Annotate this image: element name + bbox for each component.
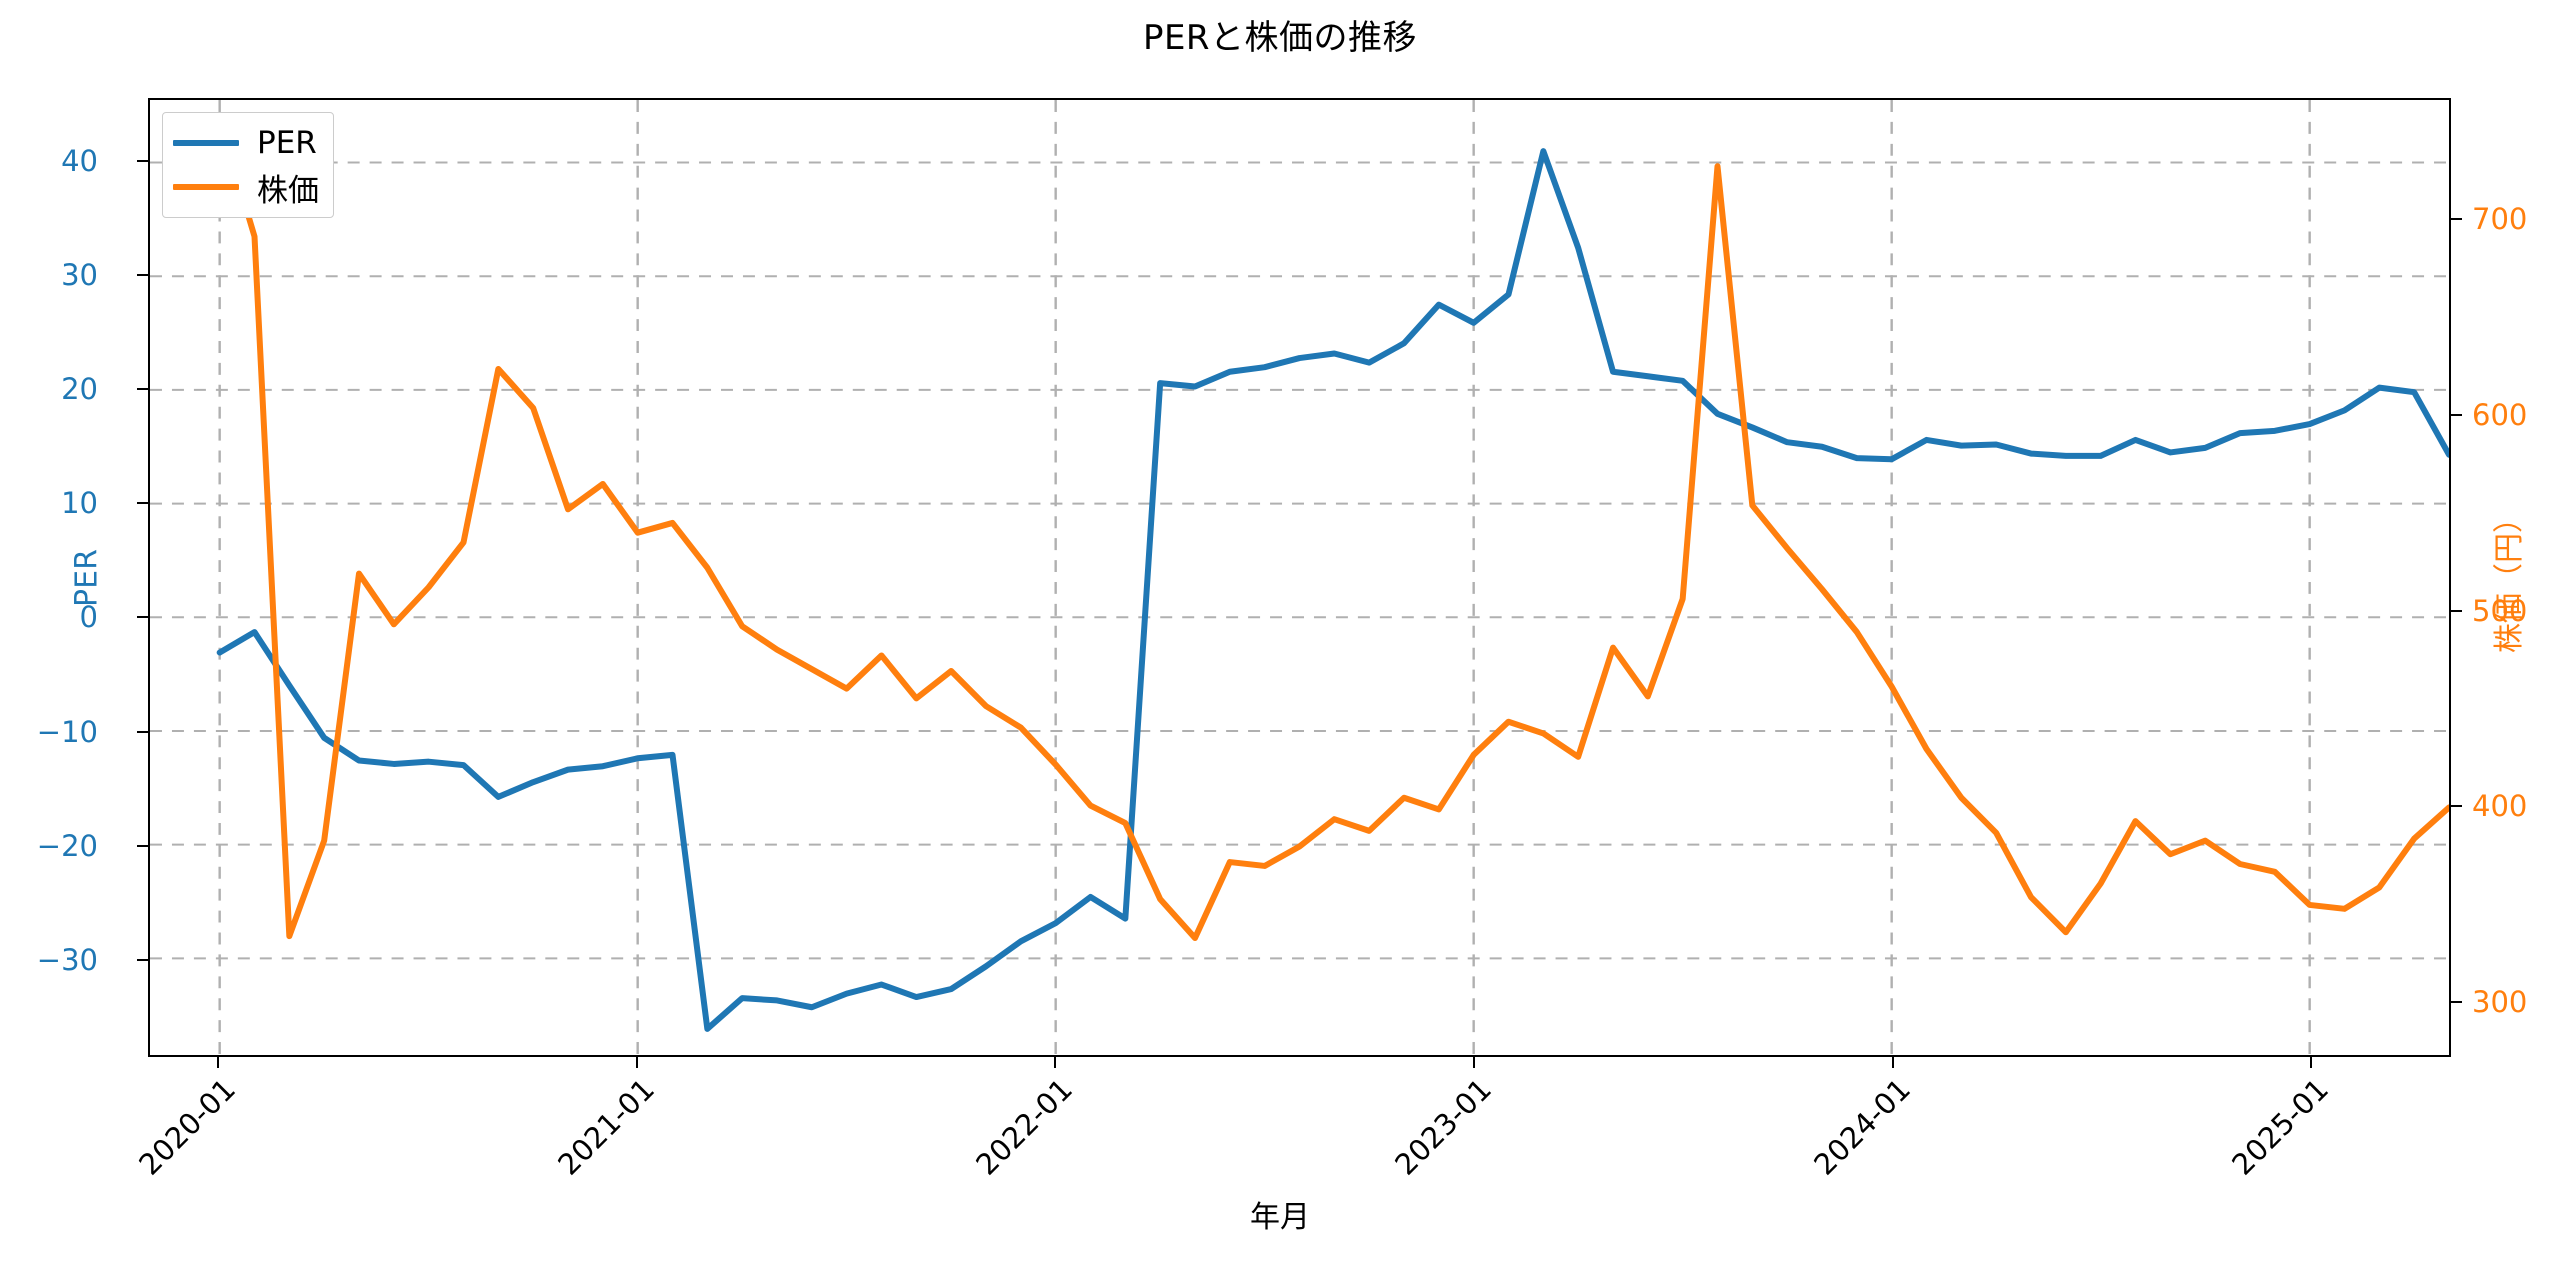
y-axis-tick-label-right: 700 — [2472, 202, 2528, 237]
y-axis-tick-label-right: 500 — [2472, 593, 2528, 628]
series-line-kabuka — [220, 119, 2449, 938]
legend: PER 株価 — [162, 112, 334, 218]
x-axis-label: 年月 — [1250, 1200, 1310, 1235]
x-axis-tickmark — [1054, 1057, 1057, 1068]
y-axis-tickmark-right — [2451, 1001, 2462, 1004]
plot-area: PER 株価（円） PER 株価 — [69, 98, 2527, 1057]
chart-title: PERと株価の推移 — [1142, 18, 1418, 58]
legend-label-kabuka: 株価 — [257, 172, 319, 209]
plot-svg — [150, 100, 2449, 1055]
y-axis-tickmark-right — [2451, 218, 2462, 221]
x-axis-tickmark — [1472, 1057, 1475, 1068]
x-axis-tickmark — [2310, 1057, 2313, 1068]
y-axis-tick-label-left: 20 — [61, 372, 98, 407]
y-axis-tick-label-left: −30 — [36, 942, 98, 977]
y-axis-tickmark-left — [137, 502, 148, 505]
series-lines — [220, 119, 2449, 1028]
y-axis-tickmark-right — [2451, 609, 2462, 612]
y-axis-tickmark-left — [137, 388, 148, 391]
x-axis-tickmark — [216, 1057, 219, 1068]
y-axis-label-left: PER — [69, 548, 105, 607]
y-axis-tick-label-left: 0 — [79, 600, 98, 635]
series-line-per — [220, 151, 2449, 1029]
legend-swatch-kabuka — [173, 184, 239, 190]
y-axis-tickmark-right — [2451, 805, 2462, 808]
y-axis-tickmark-left — [137, 958, 148, 961]
y-axis-tickmark-right — [2451, 414, 2462, 417]
y-axis-tick-label-left: 40 — [61, 143, 98, 178]
gridlines — [150, 100, 2449, 1055]
legend-label-per: PER — [257, 125, 317, 161]
y-axis-tickmark-left — [137, 159, 148, 162]
legend-item-kabuka[interactable]: 株価 — [173, 165, 319, 209]
y-axis-tick-label-left: 30 — [61, 257, 98, 292]
y-axis-tickmark-left — [137, 730, 148, 733]
y-axis-tick-label-right: 300 — [2472, 985, 2528, 1020]
legend-item-per[interactable]: PER — [173, 121, 319, 165]
x-axis-tickmark — [1891, 1057, 1894, 1068]
y-axis-tick-label-right: 400 — [2472, 789, 2528, 824]
y-axis-label-right: 株価（円） — [2492, 502, 2527, 653]
legend-swatch-per — [173, 140, 239, 146]
x-axis-tickmark — [635, 1057, 638, 1068]
y-axis-tick-label-left: 10 — [61, 486, 98, 521]
y-axis-tickmark-left — [137, 273, 148, 276]
y-axis-tickmark-left — [137, 616, 148, 619]
y-axis-tickmark-left — [137, 844, 148, 847]
y-axis-tick-label-right: 600 — [2472, 398, 2528, 433]
y-axis-tick-label-left: −20 — [36, 828, 98, 863]
y-axis-tick-label-left: −10 — [36, 714, 98, 749]
